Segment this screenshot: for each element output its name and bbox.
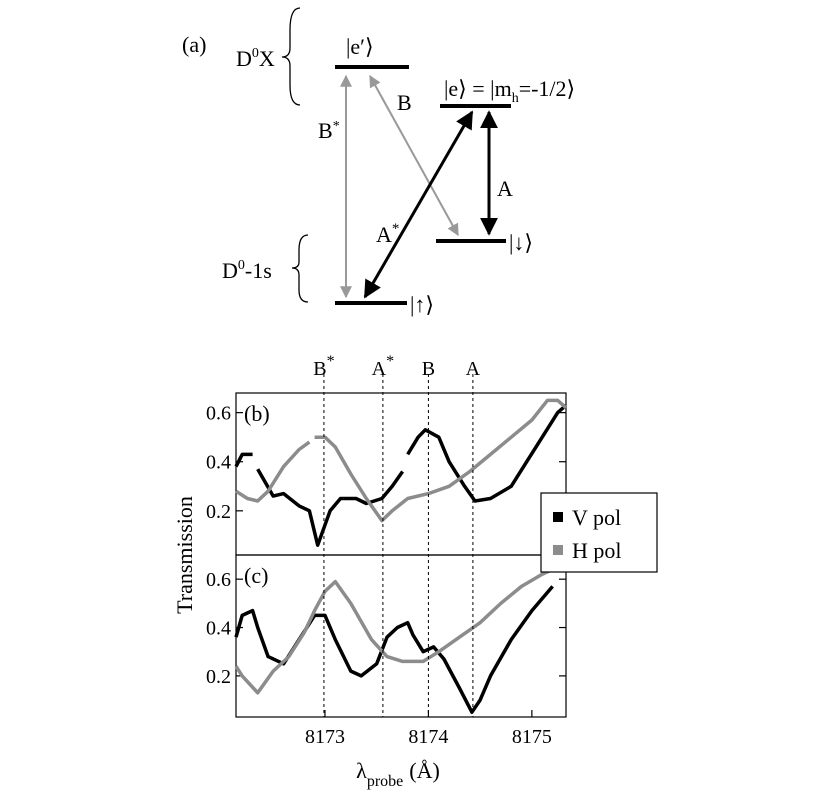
text: (Å) — [409, 758, 440, 783]
x-axis-label: λprobe (Å) — [356, 758, 440, 790]
data-line — [235, 398, 568, 523]
text: λ — [356, 758, 367, 783]
legend: V pol H pol — [540, 492, 658, 573]
arrow-label: B* — [318, 118, 340, 143]
legend-swatch — [553, 545, 563, 555]
transition-arrow — [363, 110, 474, 299]
panel-label: (a) — [182, 32, 206, 57]
group-label: D0X — [236, 46, 275, 71]
text: 0 — [238, 258, 245, 273]
text: X — [259, 46, 275, 71]
arrow-label: A* — [376, 221, 399, 247]
text: h — [512, 91, 519, 106]
data-line — [234, 565, 559, 695]
transition-label: B — [422, 358, 435, 380]
y-tick-label: 0.4 — [206, 452, 231, 474]
x-tick-label: 8174 — [408, 726, 448, 748]
text: D — [222, 258, 238, 283]
y-tick-label: 0.4 — [206, 618, 231, 640]
arrow-label: B — [397, 90, 412, 115]
text: =-1/2⟩ — [519, 76, 575, 101]
level-label: |↑⟩ — [410, 292, 434, 317]
panel-label: (b) — [244, 401, 270, 426]
data-line — [234, 585, 554, 714]
legend-label: H pol — [572, 538, 622, 563]
text: D — [236, 46, 252, 71]
transition-label: A* — [372, 353, 394, 380]
panel-label: (c) — [244, 563, 268, 588]
text: * — [327, 353, 335, 370]
text: probe — [367, 773, 403, 790]
group-label: D0-1s — [222, 258, 272, 283]
text: B — [422, 358, 435, 380]
text: A — [372, 358, 387, 380]
legend-box — [540, 492, 658, 573]
text: A — [376, 222, 392, 247]
text: * — [386, 353, 394, 370]
text: * — [333, 119, 340, 134]
data-line — [234, 403, 568, 547]
level-label: |↓⟩ — [509, 230, 533, 255]
legend-label: V pol — [572, 505, 621, 530]
y-tick-label: 0.2 — [206, 501, 231, 523]
x-tick-label: 8175 — [512, 726, 552, 748]
brace — [291, 234, 309, 303]
x-tick-label: 8173 — [305, 726, 345, 748]
transition-label: B* — [313, 353, 334, 380]
text: |e⟩ = |m — [444, 76, 512, 101]
legend-swatch — [553, 512, 563, 522]
text: B — [318, 118, 333, 143]
y-tick-label: 0.2 — [206, 666, 231, 688]
text: * — [392, 221, 400, 237]
text: B — [313, 358, 326, 380]
y-axis-label: Transmission — [172, 496, 197, 614]
y-tick-label: 0.6 — [206, 403, 231, 425]
level-label: |e′⟩ — [346, 34, 374, 59]
arrow-label: A — [497, 176, 513, 201]
text: A — [466, 358, 481, 380]
text: -1s — [245, 258, 272, 283]
level-label: |e⟩ = |mh=-1/2⟩ — [444, 76, 575, 106]
plot-frame — [235, 554, 567, 718]
level-diagram: (a) D0X D0-1s |e′⟩ |e⟩ = |mh=-1/2⟩ |↓⟩ |… — [182, 7, 575, 317]
transition-label: A — [466, 358, 481, 380]
text: 0 — [252, 46, 259, 61]
brace — [281, 7, 301, 106]
y-tick-label: 0.6 — [206, 569, 231, 591]
